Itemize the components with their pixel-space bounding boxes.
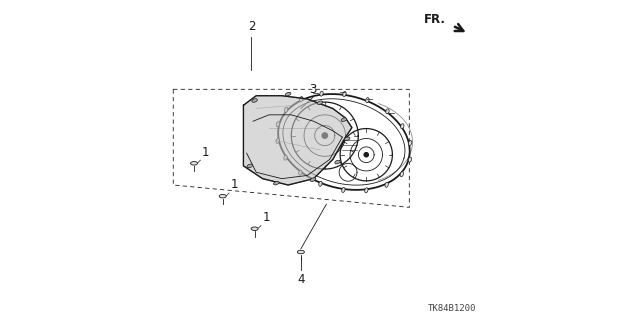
Text: 2: 2 [248, 20, 255, 33]
Text: 1: 1 [262, 211, 270, 224]
Ellipse shape [247, 164, 253, 168]
Polygon shape [243, 96, 352, 185]
Text: TK84B1200: TK84B1200 [428, 304, 476, 313]
Ellipse shape [335, 160, 340, 164]
Ellipse shape [252, 99, 257, 102]
Ellipse shape [341, 118, 347, 122]
Ellipse shape [219, 194, 226, 198]
Ellipse shape [408, 140, 412, 145]
Ellipse shape [385, 182, 388, 187]
Ellipse shape [276, 138, 280, 144]
Text: 4: 4 [297, 273, 305, 286]
Ellipse shape [344, 137, 350, 141]
Ellipse shape [300, 97, 303, 102]
Ellipse shape [408, 157, 412, 162]
Ellipse shape [299, 170, 302, 175]
Ellipse shape [320, 91, 323, 96]
Circle shape [364, 152, 369, 157]
Ellipse shape [400, 172, 403, 177]
Ellipse shape [317, 101, 323, 105]
Ellipse shape [342, 187, 345, 192]
Ellipse shape [273, 181, 279, 185]
Text: 1: 1 [230, 178, 238, 191]
Ellipse shape [310, 178, 316, 182]
Ellipse shape [285, 92, 291, 96]
Ellipse shape [365, 98, 369, 103]
Ellipse shape [365, 188, 368, 193]
Text: 1: 1 [202, 145, 209, 159]
Ellipse shape [401, 124, 404, 129]
Ellipse shape [319, 181, 322, 186]
Ellipse shape [298, 250, 305, 254]
Ellipse shape [284, 107, 288, 112]
Ellipse shape [284, 155, 287, 160]
Ellipse shape [276, 122, 280, 127]
Ellipse shape [343, 92, 346, 97]
Circle shape [322, 133, 328, 138]
Text: FR.: FR. [424, 13, 446, 26]
Text: 3: 3 [309, 83, 317, 96]
Ellipse shape [251, 227, 258, 230]
Ellipse shape [191, 161, 198, 165]
Ellipse shape [386, 109, 389, 114]
